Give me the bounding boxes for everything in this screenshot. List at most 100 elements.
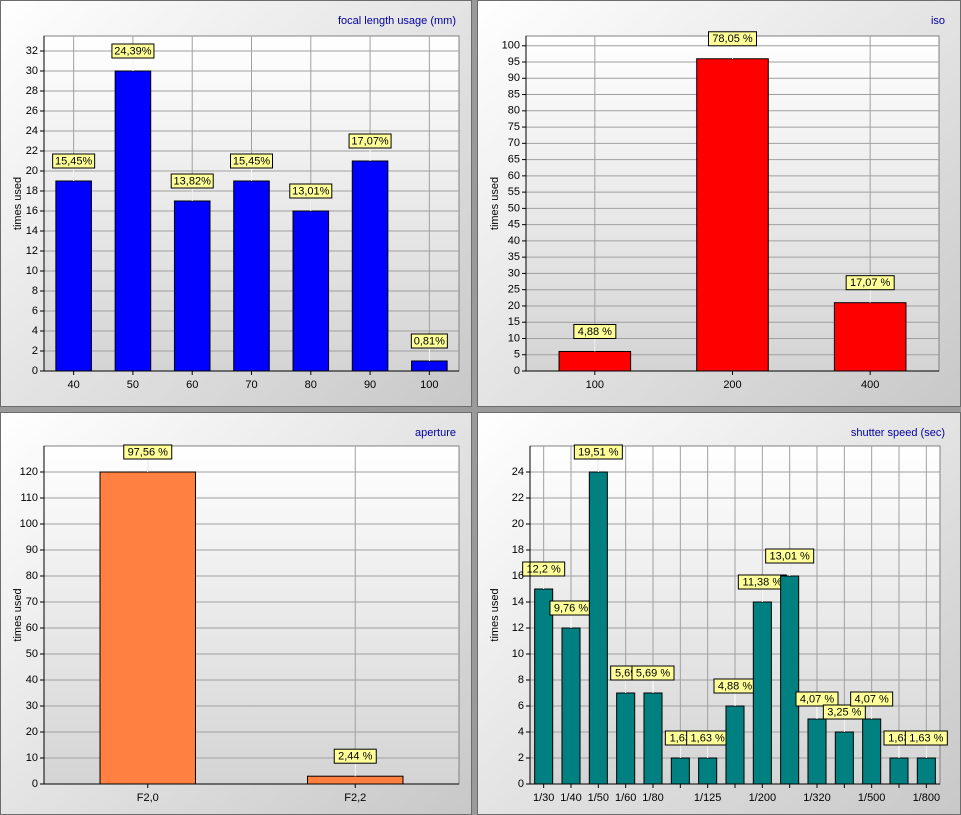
y-axis-label: times used [12, 177, 24, 230]
y-tick-label: 30 [26, 700, 38, 712]
y-tick-label: 24 [512, 466, 524, 478]
y-tick-label: 2 [32, 345, 38, 357]
bar [696, 58, 769, 372]
y-tick-label: 75 [508, 121, 520, 133]
data-label: 3,25 % [827, 706, 861, 718]
y-tick-label: 95 [508, 56, 520, 68]
chart-panel: 0 5 10 15 20 25 30 35 40 45 50 55 60 65 70 75 80 85 90 95 10… [477, 0, 961, 407]
y-tick-label: 0 [32, 365, 38, 377]
data-label: 1,63 [670, 732, 691, 744]
data-label: 1,63 % [909, 732, 943, 744]
y-tick-label: 14 [26, 225, 38, 237]
y-tick-label: 65 [508, 153, 520, 165]
y-tick-label: 4 [32, 325, 38, 337]
bar [114, 70, 152, 372]
y-tick-label: 20 [26, 165, 38, 177]
label-box [170, 173, 214, 189]
y-tick-label: 5 [514, 349, 520, 361]
y-tick-label: 85 [508, 88, 520, 100]
bar [889, 757, 909, 785]
bar [833, 302, 907, 372]
y-axis-label: times used [489, 177, 501, 230]
y-tick-label: 10 [508, 332, 520, 344]
label-box [573, 323, 617, 339]
chart-title: focal length usage (mm) [338, 15, 456, 27]
label-box [230, 153, 273, 169]
bar [670, 757, 690, 785]
data-label: 15,45% [233, 155, 271, 167]
bar [307, 775, 404, 785]
y-tick-label: 12 [26, 245, 38, 257]
y-tick-label: 20 [512, 518, 524, 530]
bar [752, 601, 772, 785]
data-label: 1,63 % [691, 732, 725, 744]
data-label: 11,38 % [743, 576, 783, 588]
data-label: 4,88 % [578, 326, 612, 338]
y-tick-label: 55 [508, 186, 520, 198]
label-box [333, 748, 377, 764]
x-tick-label: 1/30 [533, 792, 554, 804]
y-tick-label: 45 [508, 219, 520, 231]
y-tick-label: 22 [512, 492, 524, 504]
y-tick-label: 22 [26, 145, 38, 157]
bar [916, 757, 936, 785]
bar [834, 731, 854, 785]
data-label: 17,07 % [850, 277, 891, 289]
data-label: 4,88 % [718, 680, 752, 692]
bar [99, 471, 196, 785]
data-label: 1,63 [888, 732, 909, 744]
x-tick-label: 70 [245, 379, 257, 391]
y-tick-label: 30 [508, 267, 520, 279]
bar [55, 180, 92, 372]
y-tick-label: 0 [518, 778, 524, 790]
y-tick-label: 90 [508, 72, 520, 84]
chart-title: aperture [415, 427, 456, 439]
label-box [123, 444, 173, 460]
y-tick-label: 120 [20, 466, 38, 478]
data-label: 13,01% [292, 185, 330, 197]
y-tick-label: 12 [512, 622, 524, 634]
y-tick-label: 32 [26, 45, 38, 57]
label-box [631, 665, 675, 681]
y-axis-label: times used [12, 588, 24, 641]
data-label: 0,81% [414, 335, 445, 347]
y-tick-label: 0 [514, 365, 520, 377]
y-tick-label: 40 [508, 235, 520, 247]
bar [780, 575, 800, 785]
bar [173, 200, 211, 372]
data-label: 4,07 % [800, 693, 834, 705]
y-tick-label: 10 [512, 648, 524, 660]
y-tick-label: 10 [26, 265, 38, 277]
x-tick-label: 1/50 [588, 792, 609, 804]
bar [558, 350, 632, 372]
y-tick-label: 70 [26, 596, 38, 608]
y-tick-label: 6 [32, 305, 38, 317]
label-box [522, 561, 566, 577]
y-tick-label: 80 [508, 105, 520, 117]
bar [616, 692, 636, 785]
bar [534, 588, 554, 785]
bar [233, 180, 270, 372]
bar [807, 718, 827, 785]
data-label: 9,76 % [554, 602, 588, 614]
data-label: 97,56 % [128, 446, 169, 458]
bar [698, 757, 718, 785]
label-box [348, 133, 392, 149]
x-tick-label: 1/200 [749, 792, 777, 804]
x-tick-label: 400 [861, 379, 879, 391]
x-tick-label: 1/500 [858, 792, 886, 804]
label-box [850, 691, 894, 707]
data-label: 12,2 % [527, 563, 561, 575]
bar [588, 471, 608, 785]
chart-title: shutter speed (sec) [851, 427, 945, 439]
y-tick-label: 16 [512, 570, 524, 582]
label-box [765, 548, 815, 564]
data-label: 13,82% [174, 175, 212, 187]
y-tick-label: 90 [26, 544, 38, 556]
y-tick-label: 25 [508, 284, 520, 296]
x-tick-label: 200 [723, 379, 741, 391]
x-tick-label: 90 [364, 379, 376, 391]
bar [351, 160, 389, 372]
